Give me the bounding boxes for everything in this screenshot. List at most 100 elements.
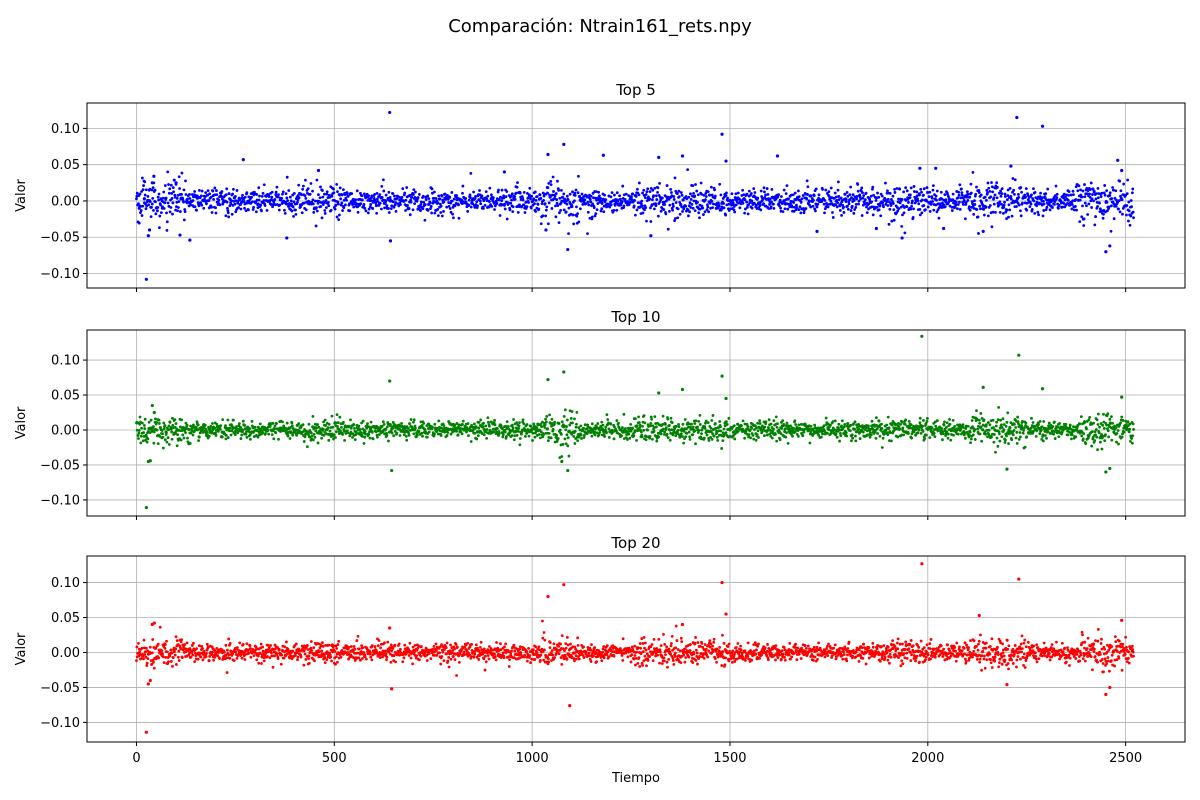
data-point — [202, 206, 206, 210]
data-point — [1117, 207, 1120, 211]
data-point — [355, 202, 358, 206]
data-point — [284, 192, 288, 196]
data-point — [211, 422, 214, 425]
data-point — [817, 433, 820, 437]
data-point — [1070, 433, 1074, 437]
data-point — [589, 194, 593, 198]
data-point — [218, 427, 222, 431]
data-point — [345, 429, 349, 433]
data-point — [390, 431, 394, 435]
data-point — [722, 206, 726, 210]
data-point — [682, 429, 686, 433]
data-point — [1042, 202, 1046, 206]
data-point — [977, 232, 980, 235]
data-point — [554, 215, 558, 219]
data-point — [375, 211, 379, 215]
data-point — [626, 438, 629, 441]
data-point — [294, 212, 298, 216]
data-point — [310, 434, 314, 438]
data-point — [634, 213, 637, 217]
data-point — [401, 187, 405, 191]
data-point — [351, 435, 354, 439]
data-point — [849, 423, 853, 427]
data-point — [1035, 429, 1039, 433]
data-point — [1004, 210, 1008, 214]
data-point — [992, 433, 996, 436]
y-tick-label: 0.05 — [51, 158, 80, 173]
data-point — [313, 199, 317, 203]
data-point — [168, 420, 172, 424]
data-point — [482, 433, 486, 437]
data-point — [170, 437, 174, 441]
data-point — [235, 425, 238, 428]
data-point — [898, 427, 902, 431]
data-point — [809, 430, 813, 434]
data-point — [876, 191, 879, 195]
data-point — [833, 428, 836, 432]
data-point — [151, 186, 155, 190]
data-point — [781, 419, 784, 423]
data-point — [1066, 198, 1070, 202]
data-point — [596, 202, 600, 205]
data-point — [241, 419, 245, 423]
data-point — [417, 193, 421, 196]
data-point — [909, 193, 912, 197]
data-point — [920, 190, 923, 194]
data-point — [423, 203, 427, 206]
data-point — [859, 197, 862, 201]
data-point — [210, 211, 214, 214]
data-point — [488, 186, 492, 190]
data-point — [357, 424, 361, 428]
data-point — [1030, 193, 1033, 197]
data-point — [677, 195, 681, 199]
data-point — [995, 436, 999, 440]
data-point — [655, 439, 659, 443]
data-point — [534, 199, 538, 202]
data-point — [636, 201, 640, 205]
data-point — [733, 210, 737, 214]
data-point — [934, 194, 938, 198]
data-point — [736, 191, 740, 195]
data-point — [770, 200, 773, 204]
data-point — [143, 193, 147, 197]
data-point — [833, 419, 837, 423]
data-point — [290, 424, 294, 428]
data-point — [984, 423, 988, 427]
data-point — [693, 194, 697, 198]
data-point — [201, 428, 204, 431]
data-point — [703, 427, 707, 430]
data-point — [1048, 431, 1052, 435]
data-point — [718, 182, 722, 186]
data-point — [1011, 433, 1015, 437]
data-point — [1029, 202, 1033, 206]
data-point — [429, 205, 433, 208]
data-point — [966, 199, 970, 202]
data-point — [709, 436, 712, 439]
data-point — [957, 193, 961, 197]
data-point — [551, 175, 555, 179]
data-point — [532, 197, 536, 201]
data-point — [668, 423, 671, 427]
data-point — [1072, 208, 1076, 212]
data-point — [147, 420, 151, 424]
data-point — [1038, 420, 1042, 423]
data-point — [138, 422, 142, 426]
data-point — [797, 208, 801, 211]
data-point — [266, 428, 270, 432]
data-point — [1029, 426, 1033, 430]
data-point — [964, 436, 967, 440]
data-point — [896, 209, 900, 213]
data-point — [518, 437, 522, 440]
data-point — [1039, 191, 1042, 195]
data-point — [358, 428, 362, 431]
data-point — [191, 433, 195, 437]
data-point — [324, 424, 327, 427]
data-point — [1090, 197, 1094, 201]
data-point — [959, 427, 963, 431]
data-point — [295, 433, 299, 437]
data-point — [909, 186, 913, 190]
data-point — [558, 211, 561, 215]
data-point — [1003, 441, 1007, 444]
data-point — [654, 194, 658, 198]
data-point — [485, 428, 489, 431]
